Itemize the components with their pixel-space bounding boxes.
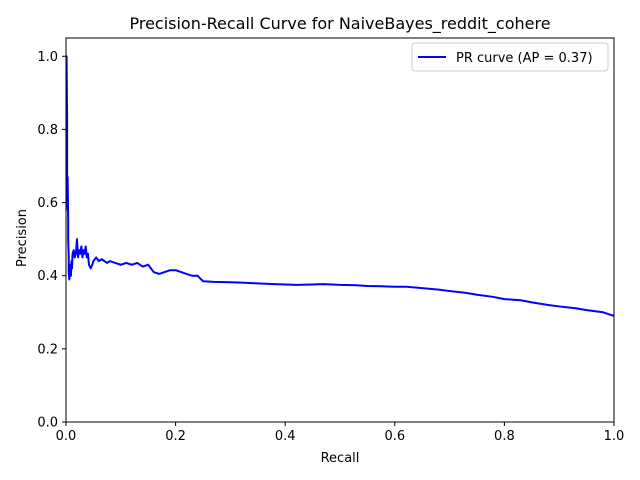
pr-curve-line xyxy=(65,55,615,317)
y-tick-label: 0.6 xyxy=(37,196,58,211)
x-tick-label: 0.4 xyxy=(275,429,296,444)
y-tick-label: 1.0 xyxy=(37,50,58,65)
y-axis-label: Precision xyxy=(15,209,30,267)
legend: PR curve (AP = 0.37) xyxy=(411,42,609,72)
legend-box xyxy=(411,42,609,72)
legend-series-label: PR curve (AP = 0.37) xyxy=(456,51,593,66)
x-tick-label: 0.6 xyxy=(384,429,405,444)
plot-area xyxy=(65,55,615,317)
x-tick-label: 0.8 xyxy=(494,429,515,444)
x-tick-label: 1.0 xyxy=(604,429,625,444)
y-tick-label: 0.2 xyxy=(37,342,58,357)
plot-frame xyxy=(65,37,615,423)
y-tick-label: 0.8 xyxy=(37,123,58,138)
x-tick-label: 0.0 xyxy=(56,429,77,444)
axes: 0.0 0.2 0.4 0.6 0.8 1.0 0.0 0.2 0.4 0.6 0.8 1.0 xyxy=(37,37,625,444)
x-tick-label: 0.2 xyxy=(165,429,186,444)
chart-title: Precision-Recall Curve for NaiveBayes_re… xyxy=(129,14,550,34)
x-axis-label: Recall xyxy=(321,451,360,466)
y-tick-label: 0.0 xyxy=(37,416,58,431)
y-tick-label: 0.4 xyxy=(37,269,58,284)
